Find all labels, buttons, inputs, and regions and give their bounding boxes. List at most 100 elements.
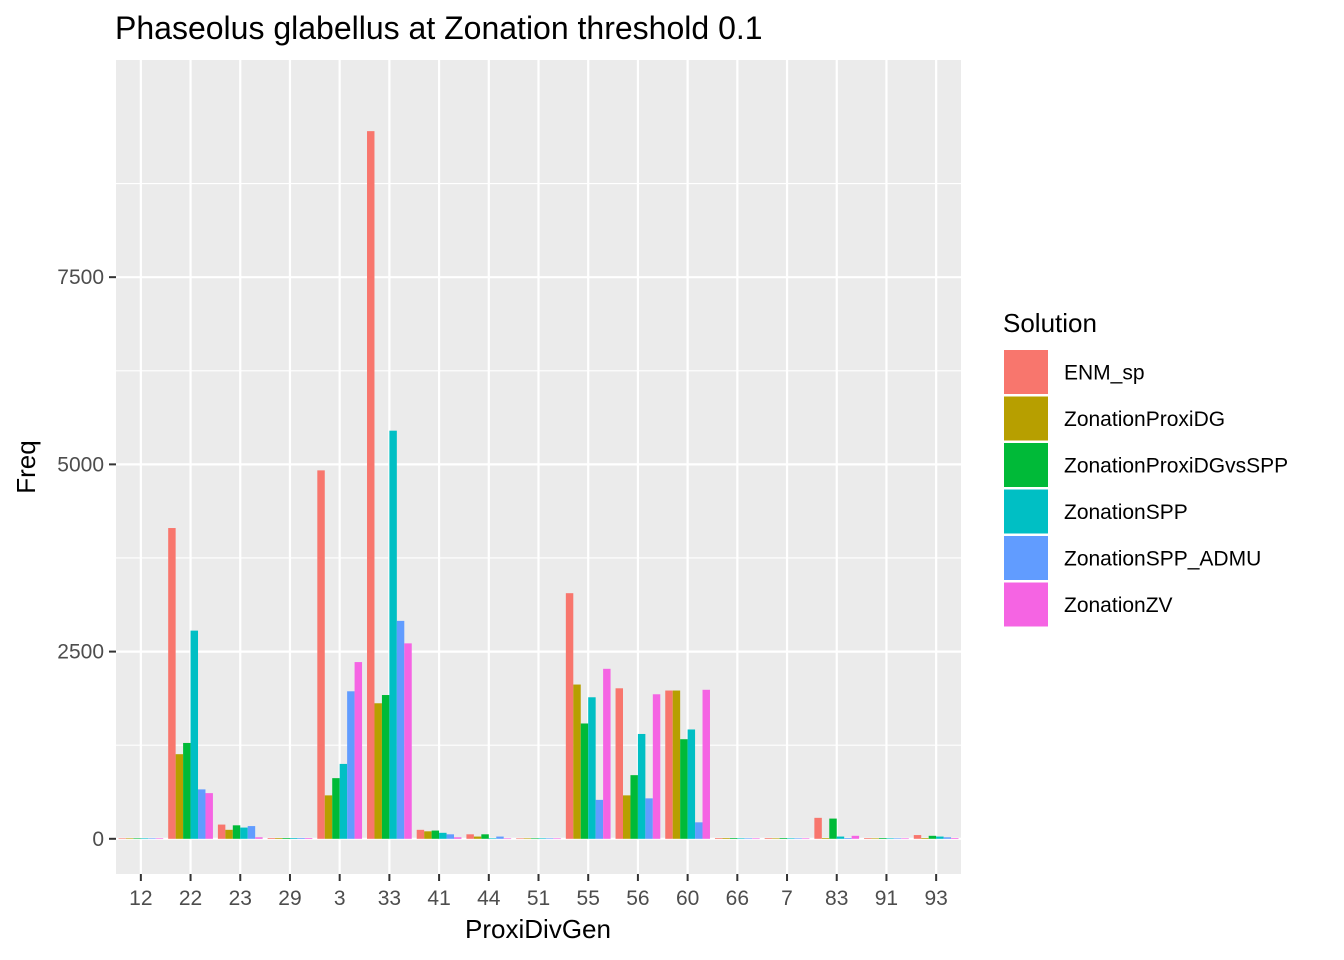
bar <box>737 838 745 840</box>
bar <box>603 668 611 839</box>
bar <box>580 723 589 839</box>
bar <box>381 695 390 839</box>
x-tick-label: 60 <box>676 887 699 910</box>
bar <box>275 838 283 839</box>
bar <box>354 662 363 839</box>
bar <box>814 817 822 839</box>
bar <box>133 838 141 840</box>
bar <box>240 827 248 839</box>
bar <box>722 838 730 839</box>
bar <box>595 799 604 839</box>
legend-key <box>1004 350 1048 394</box>
bar <box>836 836 845 839</box>
x-tick-label: 3 <box>334 887 346 910</box>
bar <box>695 822 703 839</box>
bar <box>118 838 126 840</box>
legend-label: ZonationProxiDG <box>1064 408 1225 431</box>
legend-label: ZonationProxiDGvsSPP <box>1064 455 1288 478</box>
legend-key <box>1004 489 1048 534</box>
bar <box>175 754 184 839</box>
bar <box>140 838 149 840</box>
bar <box>424 831 432 839</box>
bar <box>829 818 837 839</box>
x-tick-label: 91 <box>875 887 898 910</box>
bar <box>148 838 156 840</box>
bar <box>255 837 263 839</box>
bar <box>623 795 631 839</box>
x-axis-title: ProxiDivGen <box>465 914 611 944</box>
bar <box>553 838 561 840</box>
bar <box>183 742 191 839</box>
legend-key <box>1004 582 1048 627</box>
y-axis-title: Freq <box>11 440 41 493</box>
x-tick-label: 23 <box>229 887 252 910</box>
bar <box>545 838 554 840</box>
bar <box>267 838 276 839</box>
bar <box>367 131 375 839</box>
bar <box>844 838 852 839</box>
legend: Solution ENM_sp ZonationProxiDG ZonationPr… <box>1003 308 1288 627</box>
bar <box>317 470 325 839</box>
bar <box>217 824 226 839</box>
bar <box>247 826 256 839</box>
bar <box>282 838 290 839</box>
bar <box>702 689 710 839</box>
bar <box>531 838 539 840</box>
bar <box>466 834 474 839</box>
legend-key <box>1004 536 1048 580</box>
bar <box>687 729 696 839</box>
bar <box>665 690 673 839</box>
bar <box>645 798 653 839</box>
bar <box>481 834 489 839</box>
bar <box>488 838 497 840</box>
bar <box>523 838 532 840</box>
bar <box>871 838 879 840</box>
bar <box>347 691 355 839</box>
bar <box>190 630 199 839</box>
y-tick-label: 2500 <box>57 641 104 664</box>
bar <box>496 836 504 839</box>
bar <box>168 528 176 839</box>
bar <box>943 837 952 839</box>
bar <box>125 838 134 840</box>
bar <box>232 825 241 839</box>
x-axis: 12 22 23 29 3 33 41 44 51 55 56 60 66 7 83 91 93 <box>129 874 948 910</box>
bar <box>332 778 340 839</box>
bar <box>764 838 773 839</box>
bar <box>878 838 887 839</box>
bar <box>374 703 382 839</box>
bar <box>921 838 929 839</box>
x-tick-label: 66 <box>726 887 749 910</box>
bar <box>851 835 860 839</box>
bar <box>714 838 723 839</box>
bar <box>951 838 959 839</box>
bar <box>588 697 596 839</box>
chart-title: Phaseolus glabellus at Zonation threshol… <box>115 10 763 46</box>
bar <box>538 838 546 840</box>
legend-key <box>1004 443 1048 487</box>
bar <box>680 739 688 839</box>
bar <box>672 690 681 839</box>
bar <box>454 837 462 839</box>
x-tick-label: 7 <box>781 887 793 910</box>
x-tick-label: 83 <box>825 887 848 910</box>
bar <box>864 838 872 839</box>
bar <box>339 763 348 839</box>
bar <box>637 733 646 839</box>
y-tick-label: 5000 <box>57 453 104 476</box>
bar <box>901 838 909 840</box>
bar <box>389 430 397 839</box>
bar <box>516 838 524 840</box>
bar <box>886 838 894 840</box>
bar <box>652 694 661 839</box>
bar <box>446 834 454 839</box>
bar <box>155 838 164 840</box>
x-tick-label: 41 <box>427 887 450 910</box>
x-tick-label: 29 <box>278 887 301 910</box>
bar <box>503 838 512 840</box>
bar <box>289 838 298 839</box>
bar <box>198 789 206 839</box>
bar <box>205 793 213 839</box>
bar <box>801 838 810 840</box>
x-tick-label: 56 <box>626 887 649 910</box>
